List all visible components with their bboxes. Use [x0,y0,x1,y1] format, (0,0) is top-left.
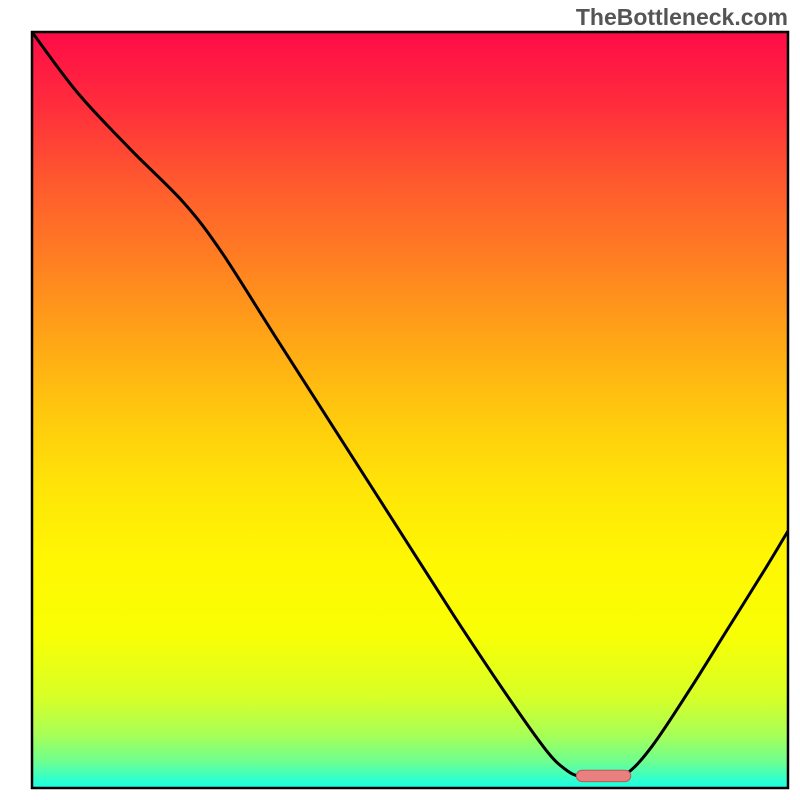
minimum-marker [576,770,630,781]
plot-background [32,32,788,788]
watermark-text: TheBottleneck.com [576,4,788,31]
chart-container: { "figure": { "width_px": 800, "height_p… [0,0,800,800]
chart-svg [0,0,800,800]
